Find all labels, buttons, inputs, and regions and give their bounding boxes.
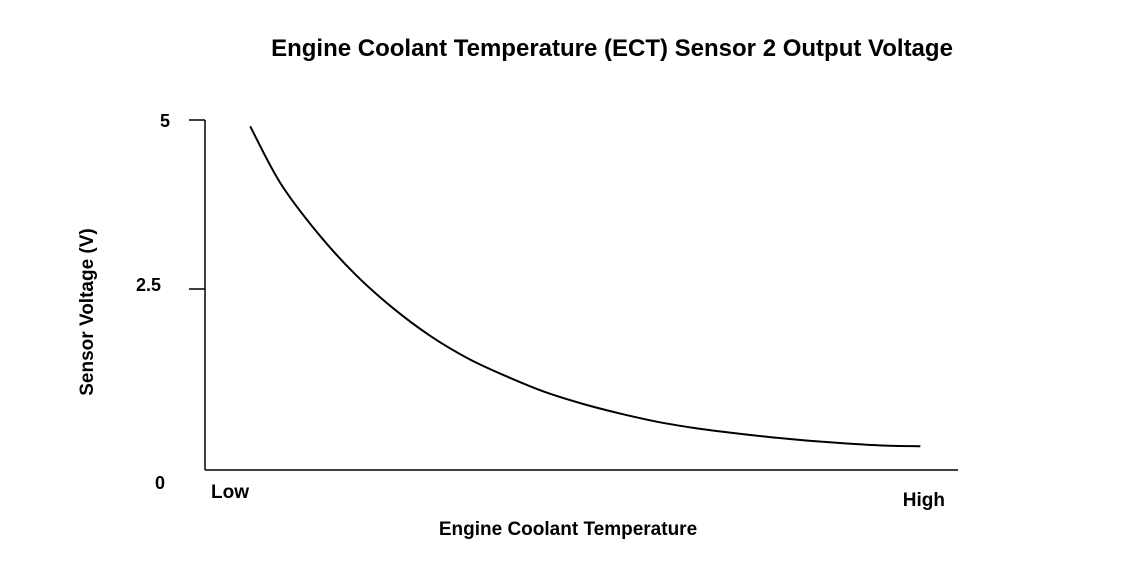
y-tick-label-0: 0: [155, 473, 165, 493]
x-axis-label: Engine Coolant Temperature: [439, 519, 697, 540]
chart-title: Engine Coolant Temperature (ECT) Sensor …: [271, 35, 953, 62]
y-axis-label: Sensor Voltage (V): [77, 228, 98, 396]
data-points-group: [249, 125, 921, 447]
x-tick-label-high: High: [903, 490, 945, 511]
x-tick-label-low: Low: [211, 482, 249, 503]
voltage-curve-line: [249, 125, 921, 448]
y-tick-label-2-5: 2.5: [136, 275, 161, 295]
y-tick-label-5: 5: [160, 111, 170, 131]
